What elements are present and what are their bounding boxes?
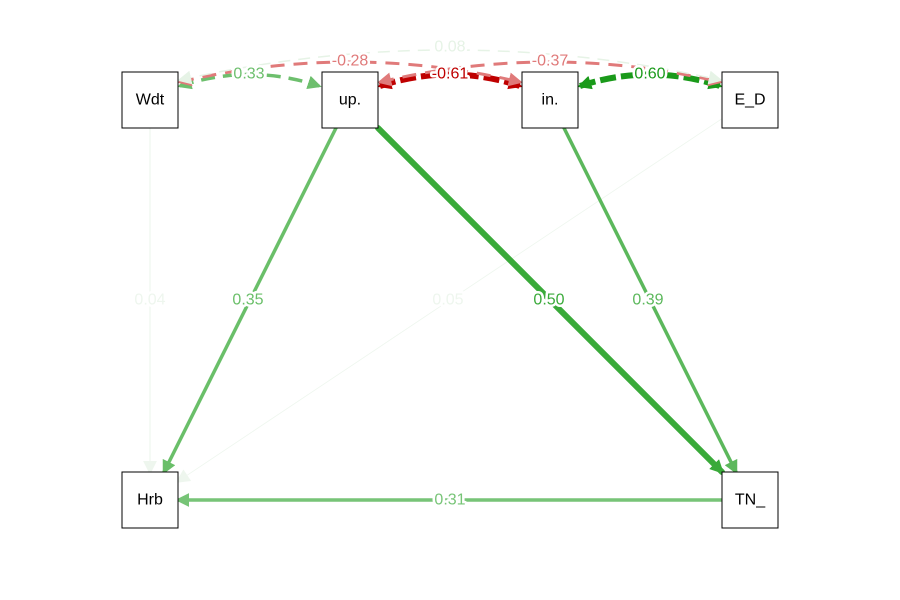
node-label-in: in. — [542, 92, 559, 109]
nodes-layer: Wdt up. in. E_D Hrb TN_ — [121, 71, 779, 529]
node-box — [521, 71, 579, 129]
edge-label-halo: 0.35 — [232, 292, 263, 309]
edge-up-ED — [377, 60, 723, 87]
edge-up-Hrb — [162, 126, 338, 475]
node-box — [721, 71, 779, 129]
edge-label-halo: 0.31 — [434, 492, 465, 509]
node-label-Hrb: Hrb — [137, 492, 163, 509]
edge-label-halo: 0.05 — [432, 292, 463, 309]
node-TN: TN_ — [721, 471, 779, 529]
edge-label-up-TN: 0.50 — [533, 292, 564, 309]
node-Hrb: Hrb — [121, 471, 179, 529]
node-in: in. — [521, 71, 579, 129]
edge-label-halo: 0.04 — [134, 292, 165, 309]
edge-up-TN — [375, 125, 725, 475]
node-label-TN: TN_ — [735, 492, 766, 509]
edge-label-halo: -0.37 — [532, 53, 569, 70]
edge-label-halo: 0.33 — [233, 66, 264, 83]
edge-label-Wdt-Hrb: 0.04 — [134, 292, 165, 309]
edge-label-up-ED: -0.37 — [532, 53, 569, 70]
node-ED: E_D — [721, 71, 779, 129]
edge-label-up-Hrb: 0.35 — [232, 292, 263, 309]
edge-label-Wdt-up: 0.33 — [233, 66, 264, 83]
node-box — [721, 471, 779, 529]
edge-label-halo: 0.39 — [632, 292, 663, 309]
edge-label-in-ED: 0.60 — [634, 66, 665, 83]
edge-label-TN-Hrb: 0.31 — [434, 492, 465, 509]
node-box — [121, 471, 179, 529]
node-box — [321, 71, 379, 129]
node-Wdt: Wdt — [121, 71, 179, 129]
edge-label-Wdt-ED: 0.08 — [434, 39, 465, 56]
edge-label-in-TN: 0.39 — [632, 292, 663, 309]
edge-label-halo: 0.60 — [634, 66, 665, 83]
node-up: up. — [321, 71, 379, 129]
edges-layer — [143, 49, 738, 507]
edge-label-up-in: -0.61 — [432, 66, 469, 83]
edge-label-ED-Hrb: 0.05 — [432, 292, 463, 309]
edge-label-halo: 0.08 — [434, 39, 465, 56]
edge-Wdt-in — [177, 60, 523, 87]
edge-labels-layer: 0.040.04 0.350.35 0.050.05 0.500.50 0.390.39… — [132, 36, 668, 511]
node-label-Wdt: Wdt — [136, 92, 165, 109]
edge-Wdt-ED — [177, 49, 723, 85]
edge-label-Wdt-in: -0.28 — [332, 53, 369, 70]
edge-ED-Hrb — [175, 118, 723, 483]
node-box — [121, 71, 179, 129]
edge-label-halo: 0.50 — [533, 292, 564, 309]
edge-label-halo: -0.61 — [432, 66, 469, 83]
node-label-up: up. — [339, 92, 361, 109]
node-label-ED: E_D — [734, 92, 765, 109]
edge-in-TN — [562, 126, 738, 475]
edge-label-halo: -0.28 — [332, 53, 369, 70]
